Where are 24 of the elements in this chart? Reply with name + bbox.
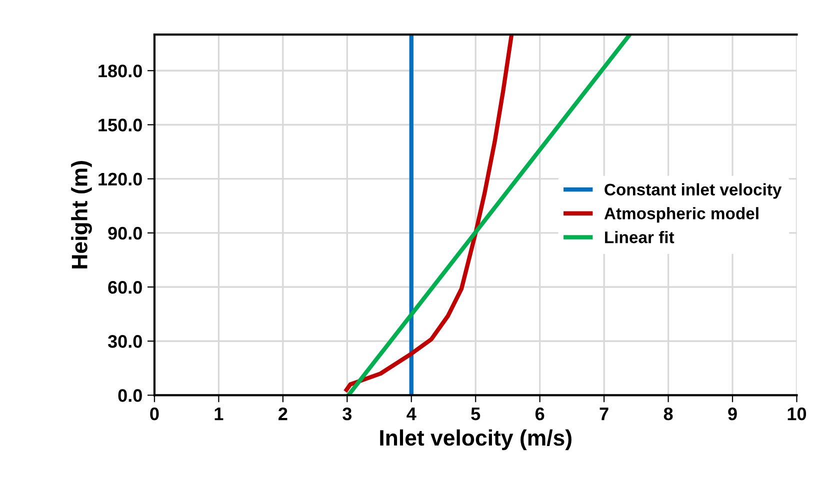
x-tick-label: 10	[788, 407, 806, 420]
y-tick-label: 60.0	[108, 280, 142, 294]
y-tick-label: 90.0	[108, 226, 142, 240]
x-tick-label: 8	[664, 407, 673, 420]
x-tick-label: 5	[471, 408, 480, 420]
legend-label: Atmospheric model	[604, 207, 758, 223]
x-axis-title: Inlet velocity (m/s)	[380, 429, 572, 450]
x-tick-label: 6	[535, 407, 544, 420]
y-tick-label: 120.0	[98, 172, 142, 186]
legend-label: Linear fit	[605, 230, 674, 244]
x-tick-label: 0	[150, 407, 159, 420]
legend-label: Constant inlet velocity	[604, 183, 782, 199]
x-tick-label: 1	[214, 408, 224, 420]
line-series	[344, 34, 514, 392]
y-tick-label: 0.0	[118, 389, 142, 402]
y-axis-title: Height (m)	[71, 161, 92, 268]
y-tick-label: 30.0	[108, 335, 142, 348]
x-tick-label: 7	[600, 408, 608, 420]
x-tick-label: 4	[406, 408, 416, 420]
x-tick-label: 2	[278, 407, 288, 420]
x-tick-label: 9	[728, 407, 737, 420]
y-tick-label: 180.0	[98, 64, 142, 78]
y-tick-label: 150.0	[98, 118, 142, 132]
x-tick-label: 3	[342, 407, 352, 420]
